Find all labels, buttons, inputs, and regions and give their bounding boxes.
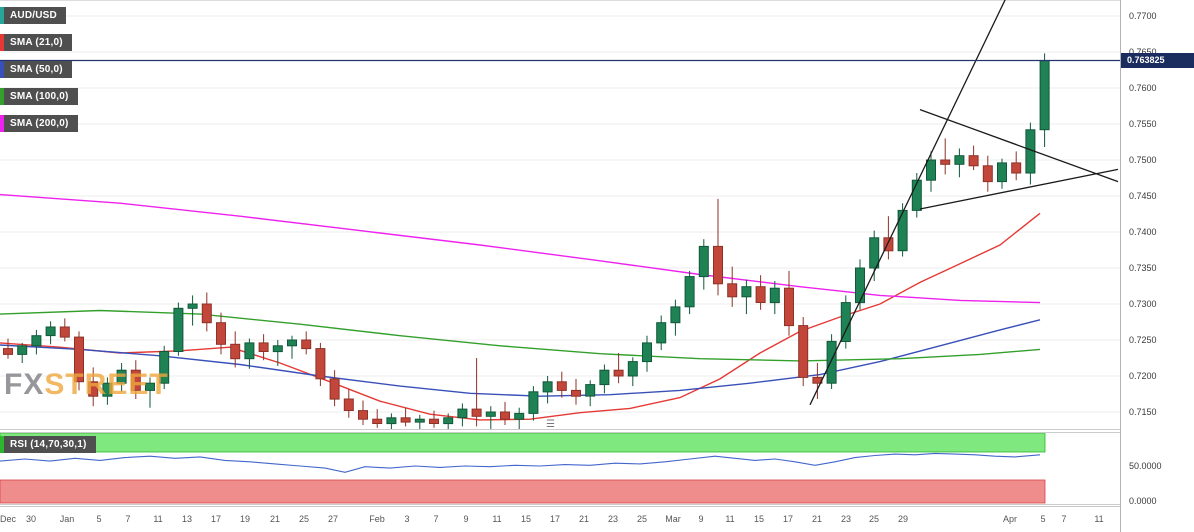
legend-item-sma-50-0[interactable]: SMA (50,0) [0,61,72,78]
legend-color-strip [0,115,4,132]
legend-item-label: SMA (21,0) [4,34,72,51]
price-tick-label: 0.7200 [1129,371,1157,381]
price-tick-label: 0.7400 [1129,227,1157,237]
price-tick-label: 0.7450 [1129,191,1157,201]
legend-color-strip [0,88,4,105]
time-tick-label: 21 [269,514,281,524]
legend-color-strip [0,7,4,24]
time-tick-label: 30 [25,514,37,524]
watermark: FXSTREET [4,368,169,401]
price-tick-label: 0.7300 [1129,299,1157,309]
rsi-indicator-badge[interactable]: RSI (14,70,30,1) [0,436,96,453]
time-tick-label: 21 [811,514,823,524]
price-tick-label: 0.7550 [1129,119,1157,129]
time-tick-label: 11 [492,514,502,524]
rsi-tick-label: 50.0000 [1129,461,1162,471]
legend-color-strip [0,61,4,78]
legend-item-label: SMA (50,0) [4,61,72,78]
time-tick-label: 29 [897,514,909,524]
price-tick-label: 0.7150 [1129,407,1157,417]
time-tick-label: 7 [433,514,439,524]
current-price-badge: 0.763825 [1121,53,1194,68]
time-tick-label: 11 [1094,514,1104,524]
time-tick-label: 27 [327,514,339,524]
rsi-tick-label: 0.0000 [1129,496,1157,506]
time-tick-label: 15 [753,514,765,524]
time-tick-label: 21 [578,514,590,524]
time-tick-label: 17 [782,514,794,524]
legend-item-label: AUD/USD [4,7,66,24]
time-tick-label: Feb [369,514,385,524]
legend-item-sma-100-0[interactable]: SMA (100,0) [0,88,78,105]
axis-handle-icon: ☰ [546,419,555,430]
time-axis[interactable]: Dec 30 Jan 5 7 11 13 17 19 21 25 27 Feb 3 7 9 11 15 17 21 23… [0,506,1120,532]
time-tick-label: 17 [549,514,561,524]
legend-item-sma-21-0[interactable]: SMA (21,0) [0,34,72,51]
time-tick-label: 17 [210,514,222,524]
price-tick-label: 0.7650 [1129,47,1157,57]
time-tick-label: 25 [298,514,310,524]
time-tick-label: 9 [698,514,704,524]
time-tick-label: 23 [840,514,852,524]
time-tick-label: 7 [125,514,131,524]
legend-item-label: SMA (200,0) [4,115,78,132]
time-tick-label: 11 [153,514,163,524]
time-tick-label: 15 [520,514,532,524]
time-tick-label: 23 [607,514,619,524]
legend-item-sma-200-0[interactable]: SMA (200,0) [0,115,78,132]
time-tick-label: 9 [463,514,469,524]
rsi-pane[interactable] [0,432,1120,505]
watermark-fx: FX [4,368,45,401]
time-tick-label: 5 [96,514,102,524]
time-tick-label: 5 [1040,514,1046,524]
time-tick-label: 13 [181,514,193,524]
main-chart[interactable] [0,0,1120,430]
legend-color-strip [0,34,4,51]
legend: AUD/USD SMA (21,0) SMA (50,0) SMA (100,0) SM… [0,7,78,142]
rsi-color-strip [0,436,4,453]
time-tick-label: Mar [665,514,681,524]
time-tick-label: Jan [59,514,75,524]
price-tick-label: 0.7350 [1129,263,1157,273]
time-tick-label: 25 [636,514,648,524]
time-tick-label: 25 [868,514,880,524]
price-tick-label: 0.7600 [1129,83,1157,93]
price-tick-label: 0.7250 [1129,335,1157,345]
time-tick-label: 19 [239,514,251,524]
watermark-street: STREET [44,368,169,401]
rsi-indicator-label: RSI (14,70,30,1) [4,436,96,453]
legend-item-label: SMA (100,0) [4,88,78,105]
time-tick-label: 11 [725,514,735,524]
time-tick-label: Apr [1002,514,1018,524]
price-tick-label: 0.7700 [1129,11,1157,21]
price-tick-label: 0.7500 [1129,155,1157,165]
time-tick-label: Dec [0,514,17,524]
legend-item-aud-usd[interactable]: AUD/USD [0,7,66,24]
price-axis[interactable]: 0.763825 0.7700 0.7650 0.7600 0.7550 0.7500 0… [1120,0,1194,532]
time-tick-label: 7 [1061,514,1067,524]
time-tick-label: 3 [404,514,410,524]
